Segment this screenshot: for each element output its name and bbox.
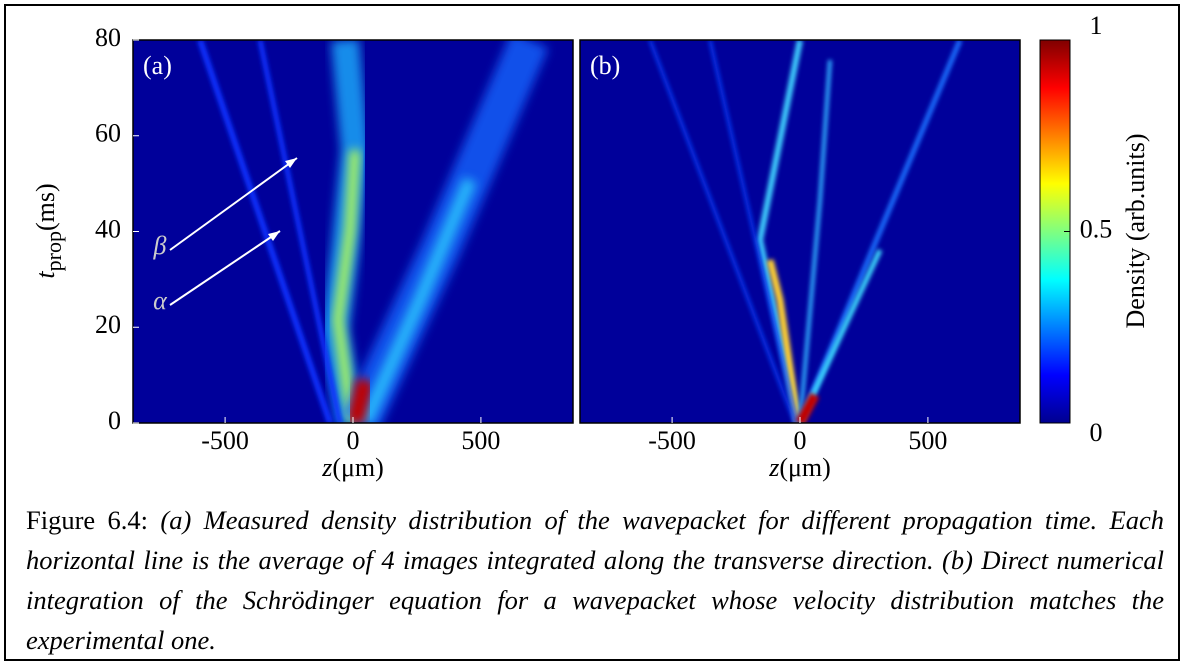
arrowhead <box>285 158 297 168</box>
figure: β α Density (arb.units) (a)-500 0 500z(μm)… <box>31 11 1150 482</box>
x-label-unit: (μm) <box>779 453 830 482</box>
x-tick-label: 0 <box>794 426 807 455</box>
x-label-unit: (μm) <box>332 453 383 482</box>
y-label-var: t <box>31 271 60 279</box>
panel-label: (a) <box>143 51 172 80</box>
x-tick-label: -500 <box>201 426 249 455</box>
x-label-var: z <box>321 453 332 482</box>
colorbar-tick-label: 0 <box>1090 418 1103 447</box>
caption-text: (a) Measured density distribution of the… <box>26 505 1164 655</box>
y-label-unit: (ms) <box>31 183 60 231</box>
caption: Figure 6.4: (a) Measured density distrib… <box>26 500 1164 660</box>
y-label-sub: prop <box>41 231 66 271</box>
y-tick-label: 0 <box>108 406 121 435</box>
figure-frame <box>4 4 1180 661</box>
arrow <box>169 230 281 306</box>
caption-label: Figure 6.4: <box>26 505 149 535</box>
colorbar-tick-label: 1 <box>1090 11 1103 40</box>
x-tick-label: 500 <box>908 426 947 455</box>
annotation: β <box>153 231 167 260</box>
x-label-var: z <box>768 453 779 482</box>
colorbar-label: Density (arb.units) <box>1121 134 1150 329</box>
y-tick-label: 80 <box>95 23 121 52</box>
arrow <box>169 157 298 251</box>
y-tick-label: 20 <box>95 310 121 339</box>
arrowhead <box>268 231 280 241</box>
y-tick-label: 40 <box>95 214 121 243</box>
x-axis-label: z(μm) <box>321 453 384 482</box>
panel-label: (b) <box>590 51 620 80</box>
density-map-a <box>133 40 573 423</box>
x-tick-label: 500 <box>461 426 500 455</box>
y-axis-label: tprop(ms) <box>31 183 66 278</box>
x-tick-label: 0 <box>347 426 360 455</box>
colorbar-tick-label: 0.5 <box>1080 214 1113 243</box>
density-map-b <box>580 40 1020 423</box>
annotation: α <box>153 286 168 315</box>
x-tick-label: -500 <box>648 426 696 455</box>
x-axis-label: z(μm) <box>768 453 831 482</box>
y-tick-label: 60 <box>95 119 121 148</box>
